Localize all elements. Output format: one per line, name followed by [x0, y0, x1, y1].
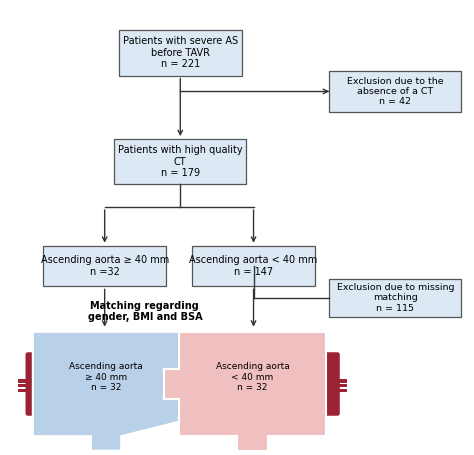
FancyBboxPatch shape — [316, 389, 326, 392]
Text: Ascending aorta < 40 mm
n = 147: Ascending aorta < 40 mm n = 147 — [190, 255, 318, 277]
Text: Exclusion due to missing
matching
n = 115: Exclusion due to missing matching n = 11… — [337, 283, 454, 313]
Text: Patients with high quality
CT
n = 179: Patients with high quality CT n = 179 — [118, 145, 243, 178]
FancyBboxPatch shape — [18, 379, 28, 383]
Text: Ascending aorta
≥ 40 mm
n = 32: Ascending aorta ≥ 40 mm n = 32 — [69, 362, 143, 392]
FancyBboxPatch shape — [329, 71, 462, 112]
FancyBboxPatch shape — [18, 389, 28, 392]
Text: Patients with severe AS
before TAVR
n = 221: Patients with severe AS before TAVR n = … — [123, 36, 238, 70]
FancyBboxPatch shape — [43, 246, 166, 287]
FancyBboxPatch shape — [114, 139, 246, 184]
FancyBboxPatch shape — [40, 379, 49, 383]
Text: Matching regarding
gender, BMI and BSA: Matching regarding gender, BMI and BSA — [88, 301, 202, 322]
FancyBboxPatch shape — [337, 379, 347, 383]
FancyBboxPatch shape — [316, 384, 326, 388]
FancyBboxPatch shape — [323, 352, 340, 416]
Text: Ascending aorta ≥ 40 mm
n =32: Ascending aorta ≥ 40 mm n =32 — [41, 255, 169, 277]
FancyBboxPatch shape — [337, 389, 347, 392]
FancyBboxPatch shape — [119, 30, 242, 76]
FancyBboxPatch shape — [40, 384, 49, 388]
Text: Exclusion due to the
absence of a CT
n = 42: Exclusion due to the absence of a CT n =… — [347, 76, 444, 106]
FancyBboxPatch shape — [18, 384, 28, 388]
FancyBboxPatch shape — [40, 389, 49, 392]
FancyBboxPatch shape — [329, 278, 462, 317]
Text: Ascending aorta
< 40 mm
n = 32: Ascending aorta < 40 mm n = 32 — [216, 362, 290, 392]
FancyBboxPatch shape — [26, 352, 42, 416]
Polygon shape — [164, 332, 326, 450]
FancyBboxPatch shape — [337, 384, 347, 388]
FancyBboxPatch shape — [192, 246, 315, 287]
FancyBboxPatch shape — [316, 379, 326, 383]
Polygon shape — [33, 332, 194, 450]
